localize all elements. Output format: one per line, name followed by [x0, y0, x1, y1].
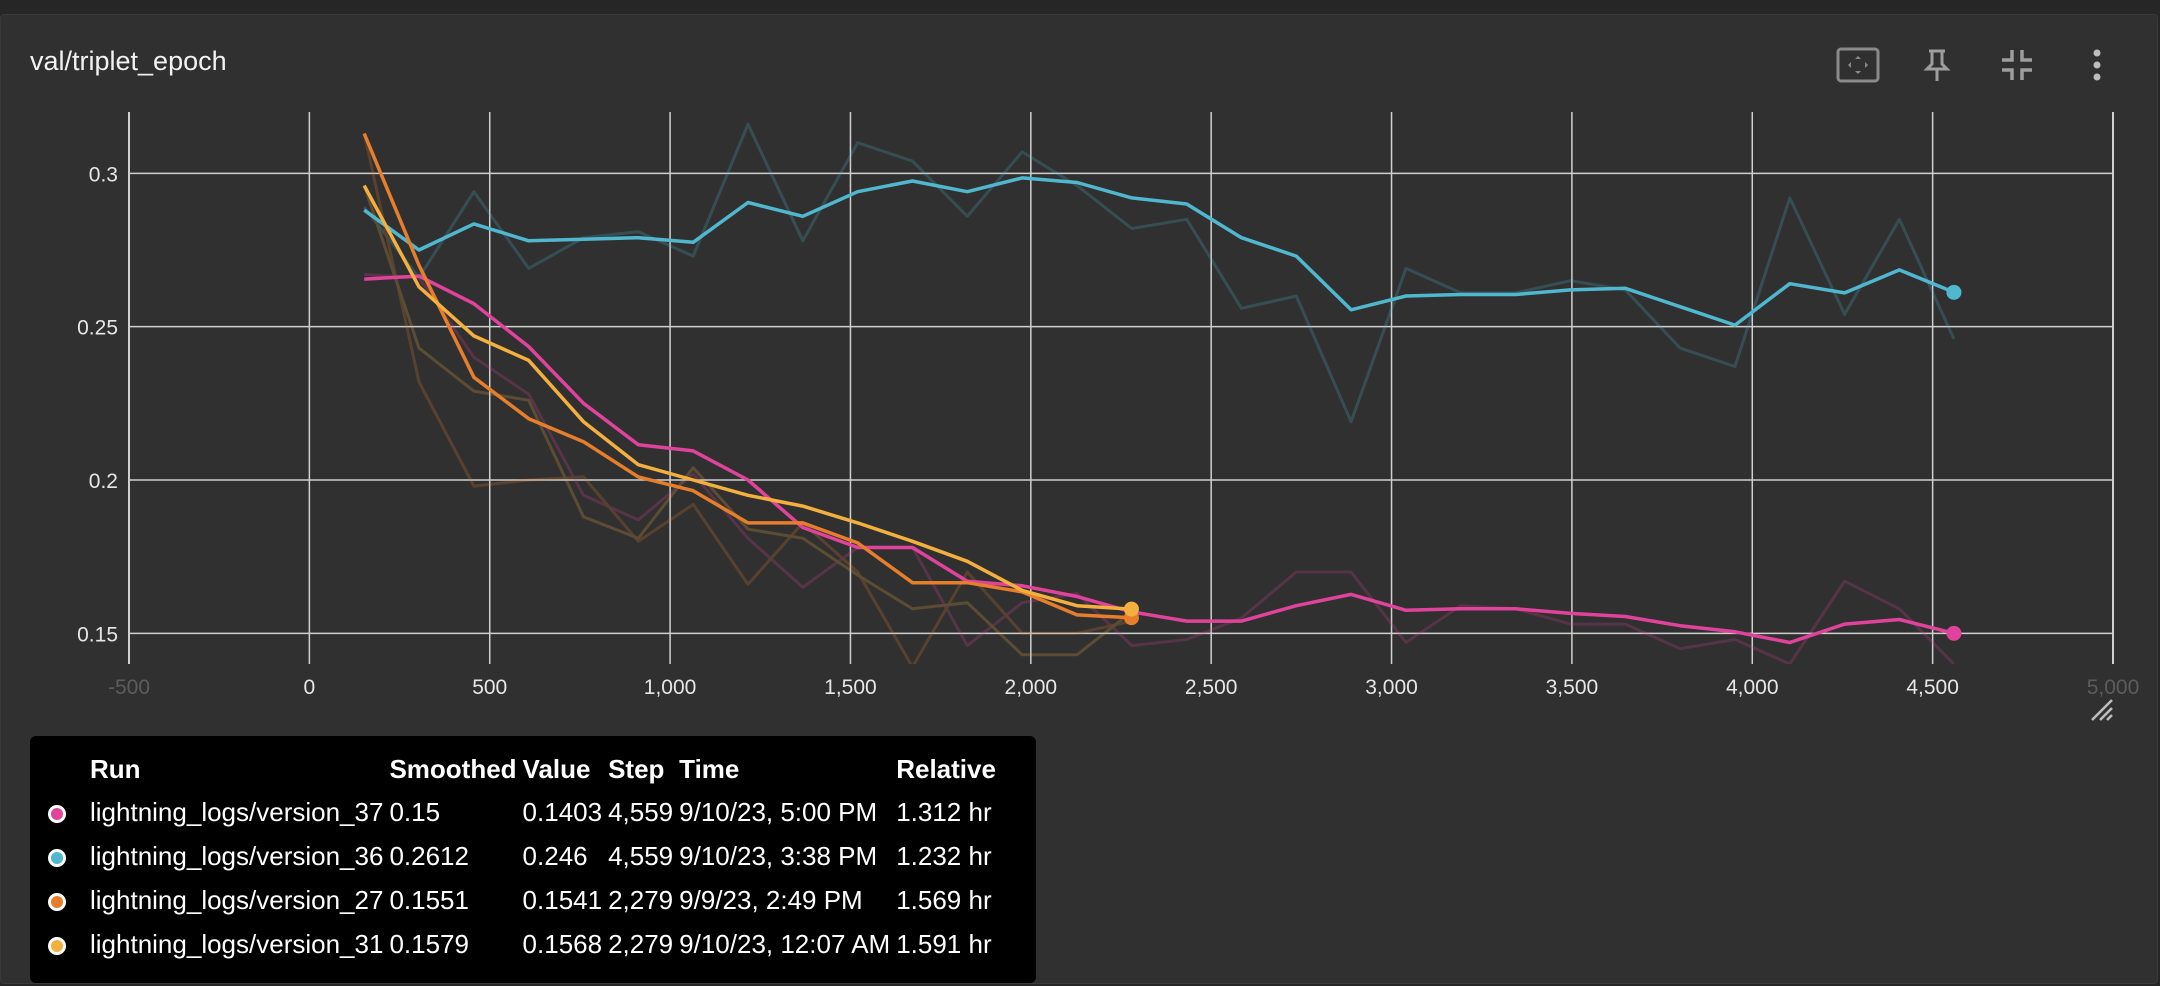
raw-value: 0.1403 — [522, 796, 603, 827]
tooltip-row: lightning_logs/version_36 0.2612 0.246 4… — [30, 834, 1002, 878]
chart-series — [362, 122, 1962, 664]
tooltip-row: lightning_logs/version_31 0.1579 0.1568 … — [30, 922, 1002, 966]
run-name: lightning_logs/version_37 — [90, 796, 384, 827]
x-tick-label: 2,000 — [1005, 676, 1058, 699]
run-name: lightning_logs/version_31 — [90, 928, 384, 959]
collapse-button[interactable] — [1994, 44, 2040, 86]
tooltip-row: lightning_logs/version_27 0.1551 0.1541 … — [30, 878, 1002, 922]
smoothed-line — [363, 176, 1955, 327]
raw-value: 0.246 — [522, 840, 588, 871]
tooltip-table: Run Smoothed Value Step Time Relative li… — [30, 748, 1002, 966]
tooltip-header-time: Time — [679, 753, 740, 784]
raw-value: 0.1541 — [522, 884, 603, 915]
fit-domain-button[interactable] — [1835, 44, 1881, 86]
line-chart[interactable]: -500 0 500 1,000 1,500 2,000 2,500 3,000 3,500 4,… — [0, 0, 2160, 720]
smoothed-series-group — [362, 132, 1955, 645]
run-name: lightning_logs/version_36 — [90, 840, 384, 871]
y-tick-label: 0.2 — [89, 470, 118, 493]
x-tick-label: 1,000 — [644, 676, 697, 699]
pin-button[interactable] — [1914, 44, 1960, 86]
x-tick-label: 500 — [472, 676, 507, 699]
tooltip-row: lightning_logs/version_37 0.15 0.1403 4,… — [30, 790, 1002, 834]
x-tick-label: 4,000 — [1726, 676, 1779, 699]
card-title: val/triplet_epoch — [30, 46, 227, 76]
smoothed-line — [362, 132, 1132, 620]
smoothed-value: 0.15 — [389, 796, 441, 827]
more-options-button[interactable] — [2074, 44, 2120, 86]
x-tick-label: 3,500 — [1546, 676, 1599, 699]
x-tick-label: -500 — [108, 676, 150, 699]
raw-series-group — [362, 122, 1956, 664]
y-tick-label: 0.25 — [77, 317, 118, 340]
resize-handle-icon[interactable] — [2088, 696, 2114, 722]
smoothed-value: 0.1579 — [389, 928, 469, 959]
run-color-dot — [48, 804, 66, 823]
relative-value: 1.591 hr — [896, 928, 992, 959]
x-tick-label: 4,500 — [1906, 676, 1959, 699]
x-tick-label: 0 — [304, 676, 316, 699]
time-value: 9/10/23, 5:00 PM — [679, 796, 878, 827]
tooltip-header-relative: Relative — [896, 753, 996, 784]
raw-line — [364, 273, 1955, 664]
run-color-dot — [48, 848, 66, 867]
tooltip-header-run: Run — [90, 753, 141, 784]
smoothed-line — [362, 184, 1132, 611]
x-tick-label: 3,000 — [1365, 676, 1418, 699]
series-end-marker — [1946, 625, 1962, 641]
time-value: 9/10/23, 3:38 PM — [679, 840, 878, 871]
x-tick-label: 5,000 — [2087, 676, 2140, 699]
more-vert-icon — [2093, 49, 2101, 81]
step-value: 2,279 — [608, 928, 674, 959]
time-value: 9/9/23, 2:49 PM — [679, 884, 863, 915]
run-color-dot — [48, 936, 66, 955]
run-name: lightning_logs/version_27 — [90, 884, 384, 915]
raw-line — [362, 133, 1132, 664]
tooltip-header-color — [30, 748, 90, 790]
chart-grid — [128, 112, 2114, 664]
step-value: 4,559 — [608, 840, 674, 871]
raw-line — [363, 122, 1956, 424]
relative-value: 1.569 hr — [896, 884, 992, 915]
step-value: 2,279 — [608, 884, 674, 915]
smoothed-line — [364, 274, 1955, 645]
time-value: 9/10/23, 12:07 AM — [679, 928, 891, 959]
axis-ticks: -500 0 500 1,000 1,500 2,000 2,500 3,000 3,500 4,… — [77, 163, 2139, 699]
run-color-dot — [48, 892, 66, 911]
y-tick-label: 0.3 — [89, 163, 118, 186]
collapse-icon — [2002, 50, 2032, 80]
x-tick-label: 1,500 — [824, 676, 877, 699]
raw-value: 0.1568 — [522, 928, 603, 959]
smoothed-value: 0.2612 — [389, 840, 469, 871]
relative-value: 1.312 hr — [896, 796, 992, 827]
tooltip-header-smoothed: Smoothed — [389, 753, 517, 784]
relative-value: 1.232 hr — [896, 840, 992, 871]
x-tick-label: 2,500 — [1185, 676, 1238, 699]
step-value: 4,559 — [608, 796, 674, 827]
smoothed-value: 0.1551 — [389, 884, 469, 915]
fit-domain-icon — [1836, 47, 1880, 83]
pin-icon — [1923, 49, 1951, 81]
tooltip-header-value: Value — [522, 753, 591, 784]
tooltip-header-step: Step — [608, 753, 665, 784]
y-tick-label: 0.15 — [77, 623, 118, 646]
chart-tooltip: Run Smoothed Value Step Time Relative li… — [30, 736, 1036, 983]
series-end-marker — [1946, 284, 1962, 300]
raw-line — [362, 185, 1133, 657]
series-end-marker — [1123, 601, 1139, 617]
